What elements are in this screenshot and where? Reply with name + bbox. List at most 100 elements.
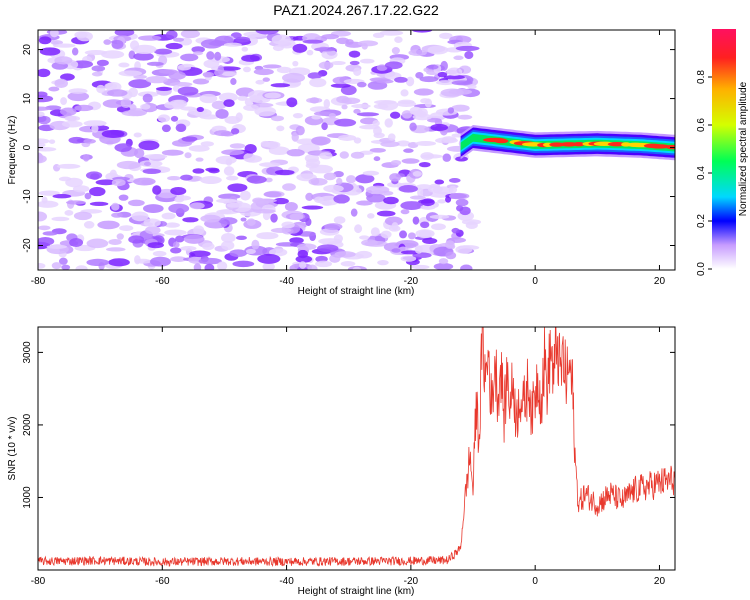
noise-blob xyxy=(51,216,70,222)
noise-blob xyxy=(396,101,417,108)
noise-blob xyxy=(400,201,423,210)
noise-blob xyxy=(451,80,473,86)
snr-panel: -80 -60 -40 -20 0 20 1000 2000 3000 Height of str… xyxy=(7,326,676,597)
colorbar-tick-label: 0.8 xyxy=(696,70,707,84)
noise-blob xyxy=(177,64,192,71)
noise-blob xyxy=(114,143,132,153)
noise-blob xyxy=(323,172,337,181)
colorbar-tick-label: 0.2 xyxy=(696,214,707,228)
noise-blob xyxy=(264,177,273,183)
noise-blob xyxy=(361,42,368,50)
noise-blob xyxy=(271,115,284,122)
noise-blob xyxy=(221,240,235,251)
noise-blob xyxy=(73,211,93,221)
noise-blob xyxy=(281,221,295,229)
snr-frame xyxy=(37,326,676,571)
noise-blob xyxy=(324,223,343,231)
noise-blob xyxy=(289,237,304,244)
noise-blob xyxy=(199,93,218,104)
noise-blob xyxy=(193,263,202,270)
noise-blob xyxy=(218,193,241,200)
noise-blob xyxy=(437,199,447,204)
noise-blob xyxy=(282,183,296,191)
signal-band xyxy=(460,125,675,161)
noise-blob xyxy=(41,196,48,204)
noise-blob xyxy=(241,54,260,62)
noise-blob xyxy=(372,32,385,39)
noise-blob xyxy=(301,205,324,210)
noise-blob xyxy=(307,72,323,79)
noise-blob xyxy=(48,86,60,92)
noise-blob xyxy=(167,175,181,181)
snr-series-line xyxy=(38,327,675,567)
noise-blob xyxy=(265,141,281,149)
x-tick-label: 20 xyxy=(654,576,666,587)
noise-blob xyxy=(408,49,427,57)
noise-blob xyxy=(208,168,220,174)
noise-blob xyxy=(420,204,436,210)
noise-blob xyxy=(91,65,106,72)
noise-blob xyxy=(218,92,238,102)
noise-blob xyxy=(134,255,141,265)
noise-blob xyxy=(165,42,183,50)
noise-blob xyxy=(223,99,235,107)
noise-blob xyxy=(314,47,337,52)
noise-blob xyxy=(180,106,197,111)
noise-blob xyxy=(292,60,299,67)
noise-blob xyxy=(109,169,117,178)
noise-blob xyxy=(103,39,112,45)
noise-blob xyxy=(274,169,295,176)
noise-blob xyxy=(311,136,331,146)
noise-blob xyxy=(172,37,185,42)
noise-blob xyxy=(379,30,404,36)
noise-blob xyxy=(286,97,298,108)
noise-blob xyxy=(172,85,180,92)
noise-blob xyxy=(455,156,468,162)
noise-blob xyxy=(417,187,424,198)
noise-blob xyxy=(373,103,389,110)
noise-blob xyxy=(206,51,215,60)
noise-blob xyxy=(174,197,185,203)
noise-blob xyxy=(111,178,126,187)
noise-blob xyxy=(366,193,386,203)
noise-blob xyxy=(165,30,178,40)
noise-blob xyxy=(351,103,371,109)
noise-blob xyxy=(464,51,474,60)
spectrogram-panel: -80 -60 -40 -20 0 20 -20 -10 0 10 20 Height of stra… xyxy=(7,29,676,297)
noise-blob xyxy=(177,86,199,96)
noise-blob xyxy=(180,246,197,251)
noise-blob xyxy=(243,104,259,111)
noise-blob xyxy=(361,239,378,247)
y-axis-label: Frequency (Hz) xyxy=(7,116,18,185)
noise-blob xyxy=(164,229,187,236)
x-tick-label: -80 xyxy=(31,276,46,287)
noise-blob xyxy=(182,217,199,223)
noise-blob xyxy=(243,152,256,162)
noise-blob xyxy=(374,99,397,105)
noise-blob xyxy=(400,255,417,262)
noise-blob xyxy=(142,93,153,103)
noise-blob xyxy=(114,30,135,37)
noise-blob xyxy=(138,140,160,151)
noise-blob xyxy=(105,247,126,252)
noise-blob xyxy=(323,98,331,109)
noise-blob xyxy=(192,51,204,56)
noise-blob xyxy=(216,198,237,204)
x-tick-label: -80 xyxy=(31,576,46,587)
noise-blob xyxy=(155,86,173,91)
noise-blob xyxy=(111,39,124,49)
noise-blob xyxy=(256,232,279,240)
noise-blob xyxy=(455,45,480,52)
noise-blob xyxy=(243,66,251,73)
noise-blob xyxy=(142,204,164,213)
noise-blob xyxy=(200,141,214,147)
noise-blob xyxy=(241,46,249,52)
signal-hotspot xyxy=(494,138,509,144)
noise-blob xyxy=(306,49,314,56)
noise-blob xyxy=(427,64,439,70)
noise-blob xyxy=(203,59,220,69)
noise-blob xyxy=(270,227,292,233)
noise-blob xyxy=(60,73,75,81)
noise-blob xyxy=(449,192,470,200)
